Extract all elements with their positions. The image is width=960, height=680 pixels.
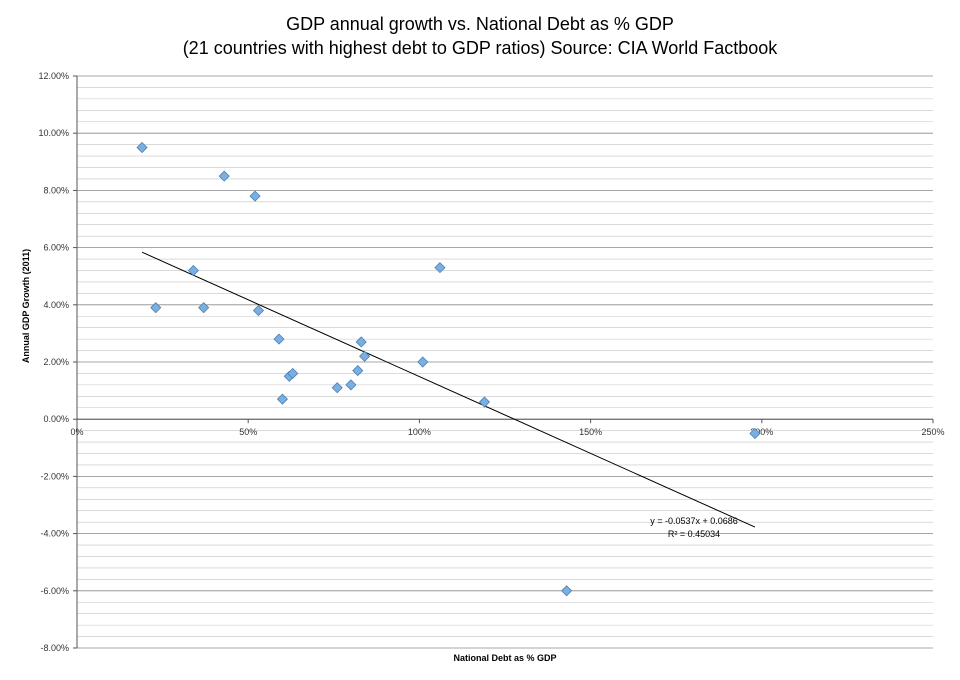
x-tick-label: 0% <box>70 427 83 437</box>
y-tick-label: 2.00% <box>43 357 69 367</box>
x-tick-label: 150% <box>579 427 602 437</box>
y-tick-label: -2.00% <box>40 471 69 481</box>
y-tick-label: 8.00% <box>43 185 69 195</box>
x-tick-label: 100% <box>408 427 431 437</box>
chart-subtitle: (21 countries with highest debt to GDP r… <box>182 38 778 58</box>
data-point <box>359 350 371 362</box>
trendline-group <box>141 251 756 528</box>
data-point <box>478 396 491 408</box>
data-point <box>276 393 289 405</box>
data-point <box>355 336 367 348</box>
y-tick-label: 0.00% <box>43 414 69 424</box>
y-tick-label: 4.00% <box>43 300 69 310</box>
x-tick-label: 50% <box>239 427 257 437</box>
data-point <box>287 367 299 380</box>
data-point <box>198 302 210 314</box>
x-axis-title: National Debt as % GDP <box>453 653 556 663</box>
data-point <box>345 379 357 391</box>
y-axis-title: Annual GDP Growth (2011) <box>21 249 31 363</box>
axes <box>73 75 934 649</box>
y-tick-label: 12.00% <box>38 71 69 81</box>
chart-title-block: GDP annual growth vs. National Debt as %… <box>0 12 960 60</box>
x-tick-labels: 0% 50% 100% 150% 200% 250% <box>70 427 944 437</box>
y-tick-label: -6.00% <box>40 586 69 596</box>
y-tick-labels: -8.00% -6.00% -4.00% -2.00% 0.00% 2.00% 4.00% 6… <box>38 71 69 653</box>
data-point <box>218 170 230 182</box>
data-point <box>417 356 429 368</box>
data-point <box>273 333 285 345</box>
gridlines <box>77 75 933 649</box>
data-point <box>749 427 761 440</box>
data-points <box>136 141 761 597</box>
data-point <box>187 264 199 277</box>
data-point <box>252 304 265 317</box>
y-tick-label: 6.00% <box>43 243 69 253</box>
trendline <box>141 251 756 528</box>
x-tick-label: 200% <box>750 427 773 437</box>
data-point <box>150 302 162 314</box>
y-tick-label: -4.00% <box>40 529 69 539</box>
data-point <box>561 585 573 597</box>
data-point <box>352 365 364 377</box>
chart-title: GDP annual growth vs. National Debt as %… <box>286 14 674 34</box>
trendline-equation: y = -0.0537x + 0.0686 <box>650 516 738 526</box>
data-point <box>136 141 148 154</box>
trendline-r-squared: R² = 0.45034 <box>668 529 720 539</box>
data-point <box>331 382 343 394</box>
y-tick-label: -8.00% <box>40 643 69 653</box>
x-tick-label: 250% <box>921 427 944 437</box>
data-point <box>249 190 261 202</box>
y-tick-label: 10.00% <box>38 128 69 138</box>
data-point <box>434 262 446 274</box>
